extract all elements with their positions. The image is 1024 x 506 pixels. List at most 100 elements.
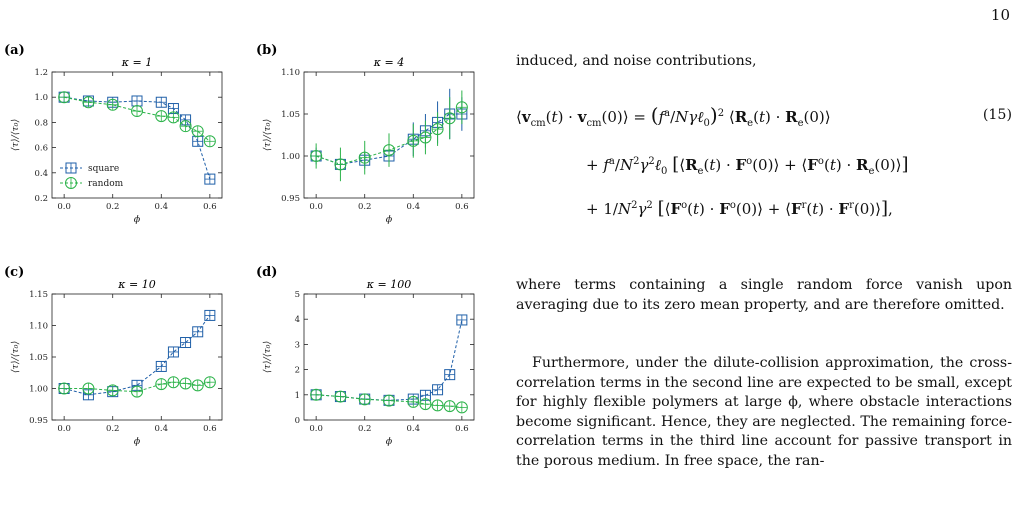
x-tick-label: 0.4 [407,424,421,434]
y-tick-label: 1.00 [281,152,300,162]
y-tick-label: 1.2 [34,68,48,78]
data-point-random [167,376,180,389]
x-tick-label: 0.0 [309,202,323,212]
circle-marker [431,123,444,136]
circle-marker [310,388,323,401]
y-axis-label: ⟨τ⟩/⟨τ₀⟩ [262,341,273,373]
data-point-square [180,337,192,349]
circle-marker [358,151,371,164]
panel-d: (d) κ = 100 0 1 2 3 4 5 0.0 0.2 0.4 0.6 ϕ ⟨τ⟩/⟨τ₀⟩ [256,262,501,474]
panel-c-svg: (c) κ = 10 0.95 1.00 1.05 1.10 1.15 0.0 0.2 0.4 0.… [4,265,223,447]
x-tick-label: 0.6 [203,202,217,212]
circle-marker [310,150,323,162]
axes-frame [303,293,475,421]
circle-marker [455,401,468,414]
x-tick-label: 0.4 [407,202,421,212]
y-tick-label: 0.2 [34,194,48,204]
panel-a: (a) κ = 1 0.2 0.4 0.6 0.8 1.0 1.2 0.0 0.2 0.4 0.6 ϕ ⟨… [4,40,249,252]
data-point-random [419,398,432,411]
data-point-square [456,314,468,326]
y-tick-label: 3 [295,340,300,350]
data-point-random [419,131,432,144]
x-axis-label: ϕ [134,436,141,447]
x-tick-label: 0.0 [309,424,323,434]
data-point-random [82,96,95,109]
data-point-random [58,382,71,395]
page-number: 10 [990,6,1010,24]
circle-marker [419,131,432,144]
data-point-random [106,98,119,111]
y-tick-label: 0.95 [29,416,48,426]
data-point-square [432,384,444,396]
circle-marker [431,399,444,412]
data-point-random [203,135,216,148]
circle-marker [106,98,119,111]
data-point-square [204,309,216,321]
circle-marker [155,378,168,391]
data-point-square [204,173,216,185]
circle-marker [419,398,432,411]
circle-marker [203,135,216,148]
data-point-random [407,134,420,147]
legend-label-random: random [88,179,124,189]
circle-marker [191,379,204,392]
data-point-random [334,390,347,403]
y-tick-label: 4 [295,315,300,325]
y-tick-label: 1.00 [29,385,48,395]
axes-frame [51,293,223,421]
y-tick-label: 0.8 [34,118,48,128]
paragraph-2: where terms containing a single random f… [516,277,1012,313]
data-point-random [383,394,395,407]
data-point-random [431,399,444,412]
data-point-random [310,150,323,162]
circle-marker [179,377,192,390]
axes-frame [303,71,475,199]
circle-marker [155,110,168,123]
y-tick-label: 0 [295,416,300,426]
y-tick-label: 1.15 [29,290,48,300]
circle-marker [407,134,420,147]
x-tick-label: 0.0 [57,202,71,212]
data-point-random [443,400,456,413]
data-point-random [443,112,456,125]
data-point-random [203,376,216,389]
circle-marker [58,382,71,395]
equation-line-2: + fa/N2γ2ℓ0 [⟨Re(t) · Fo(0)⟩ + ⟨Fo(t) · … [586,154,909,177]
circle-marker [82,382,95,395]
panel-label: (c) [4,265,24,280]
y-tick-label: 5 [295,290,300,300]
circle-marker [58,91,71,104]
data-point-random [155,110,168,123]
data-point-square [155,360,167,372]
y-axis-label: ⟨τ⟩/⟨τ₀⟩ [262,119,273,151]
data-point-random [191,379,204,392]
data-point-square [192,135,204,147]
x-tick-label: 0.4 [155,424,169,434]
intro-text: induced, and noise contributions, [516,53,757,69]
data-point-random [131,105,143,118]
x-tick-label: 0.6 [203,424,217,434]
y-tick-label: 1.0 [34,93,48,103]
panel-d-svg: (d) κ = 100 0 1 2 3 4 5 0.0 0.2 0.4 0.6 ϕ ⟨τ⟩/⟨τ₀⟩ [256,265,475,447]
data-point-random [179,377,192,390]
circle-marker [358,393,371,406]
panel-b: (b) κ = 4 0.95 1.00 1.05 1.10 0.0 0.2 0.4 0.6 ϕ ⟨τ⟩… [256,40,501,252]
circle-marker [334,390,347,403]
x-axis-label: ϕ [386,436,393,447]
x-axis-label: ϕ [386,214,393,225]
circle-marker [334,158,347,171]
circle-marker [131,385,143,398]
circle-marker [131,105,143,118]
equation-number: (15) [982,107,1012,123]
y-tick-label: 0.95 [281,194,300,204]
circle-marker [383,394,395,407]
data-point-random [131,385,143,398]
circle-marker [179,120,192,133]
data-point-random [455,401,468,414]
data-point-square [192,326,204,338]
x-tick-label: 0.4 [155,202,169,212]
y-tick-label: 0.4 [34,169,48,179]
data-point-random [106,384,119,397]
data-point-random [58,91,71,104]
x-tick-label: 0.2 [358,202,372,212]
